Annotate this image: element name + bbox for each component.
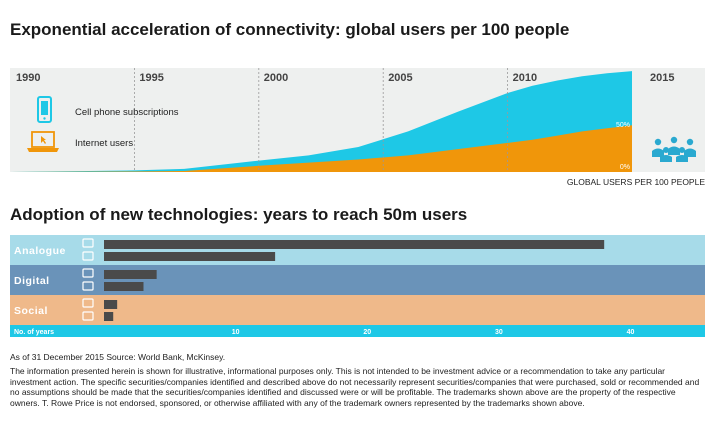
phone-icon-body — [37, 96, 52, 123]
adoption-chart-title: Adoption of new technologies: years to r… — [10, 205, 468, 224]
x-tick-label: 2000 — [264, 72, 288, 84]
x-tick-label: 30 — [495, 329, 503, 336]
person-head — [654, 138, 662, 146]
computer-icon — [82, 268, 94, 278]
person-body — [660, 155, 672, 162]
axis-caption: GLOBAL USERS PER 100 PEOPLE — [567, 177, 705, 187]
x-tick-label: 1990 — [16, 72, 40, 84]
y-label-0: 0% — [620, 164, 630, 171]
disclaimer-text: The information presented herein is show… — [10, 366, 700, 408]
facebook-icon-shape — [82, 298, 94, 308]
bar-social-1 — [104, 300, 118, 309]
x-tick-label: 2010 — [513, 72, 537, 84]
twitter-icon — [82, 311, 94, 321]
group-label-social: Social — [14, 305, 48, 317]
connectivity-chart-title: Exponential acceleration of connectivity… — [10, 20, 570, 39]
person-head — [679, 147, 685, 153]
x-tick-label: 1995 — [139, 72, 163, 84]
x-tick-label: 20 — [363, 329, 371, 336]
y-label-50: 50% — [616, 122, 630, 129]
bar-analogue-2 — [104, 252, 276, 261]
computer-icon-shape — [82, 268, 94, 278]
bar-digital-1 — [104, 270, 157, 279]
person-body — [668, 146, 680, 155]
group-label-digital: Digital — [14, 275, 50, 287]
band-social — [10, 295, 705, 325]
people-icon — [652, 136, 696, 162]
laptop-icon-screen — [31, 131, 55, 148]
x-tick-label: 2015 — [650, 72, 674, 84]
person-head — [670, 136, 678, 144]
tv-icon-shape — [82, 251, 94, 261]
facebook-icon — [82, 298, 94, 308]
x-tick-label: 2005 — [388, 72, 412, 84]
x-tick-label: 10 — [232, 329, 240, 336]
adoption-bar-chart: Analogue Digital Social No. of years 10 20 30 4… — [10, 235, 705, 337]
ipod-icon-shape — [82, 281, 94, 291]
twitter-icon-shape — [82, 311, 94, 321]
tv-icon — [82, 251, 94, 261]
legend-label-internet: Internet users — [75, 138, 133, 149]
x-axis-bar — [10, 325, 705, 337]
phone-icon-screen — [41, 101, 48, 115]
area-series-internet — [10, 125, 632, 172]
person-head — [686, 138, 694, 146]
person-head — [663, 147, 669, 153]
radio-icon — [82, 238, 94, 248]
legend-label-cell-phone: Cell phone subscriptions — [75, 107, 179, 118]
person-body — [652, 148, 664, 157]
bar-analogue-1 — [104, 240, 605, 249]
laptop-icon-base — [27, 148, 59, 152]
laptop-icon — [27, 131, 59, 152]
phone-icon — [37, 96, 52, 123]
person-body — [676, 155, 688, 162]
connectivity-area-chart: 1990 1995 2000 2005 2010 2015 50% 0% Cell phone … — [10, 68, 705, 187]
x-axis-title: No. of years — [14, 329, 54, 336]
bar-digital-2 — [104, 282, 144, 291]
x-tick-label: 40 — [627, 329, 635, 336]
radio-icon-shape — [82, 238, 94, 248]
source-note: As of 31 December 2015 Source: World Ban… — [10, 352, 226, 362]
bar-social-2 — [104, 312, 114, 321]
person-body — [684, 148, 696, 157]
group-label-analogue: Analogue — [14, 245, 66, 257]
ipod-icon — [82, 281, 94, 291]
laptop-icon-cursor — [41, 136, 46, 144]
phone-icon-button — [43, 117, 46, 120]
